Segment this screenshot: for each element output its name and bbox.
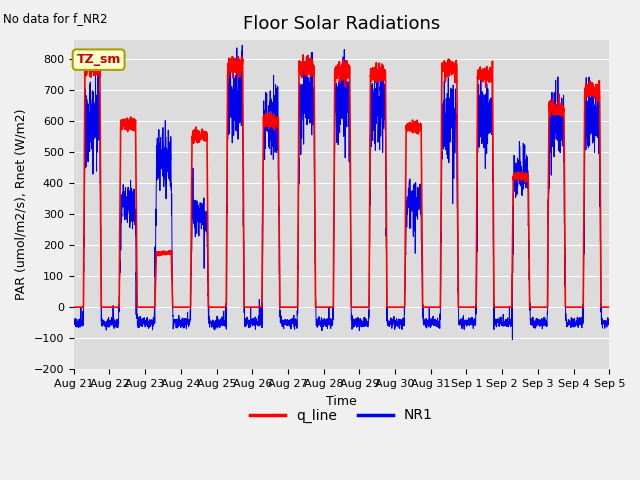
q_line [403, 122, 411, 128]
q_line [185, 304, 193, 310]
Text: No data for f_NR2: No data for f_NR2 [3, 12, 108, 25]
Y-axis label: PAR (umol/m2/s), Rnet (W/m2): PAR (umol/m2/s), Rnet (W/m2) [15, 109, 28, 300]
q_line [394, 304, 401, 310]
NR1 [238, 42, 246, 48]
NR1 [403, 199, 411, 205]
Legend: q_line, NR1: q_line, NR1 [245, 403, 438, 428]
q_line [605, 304, 612, 310]
q_line [605, 304, 613, 310]
NR1 [509, 336, 516, 342]
Text: TZ_sm: TZ_sm [76, 53, 121, 66]
NR1 [394, 322, 401, 328]
q_line [555, 112, 563, 118]
NR1 [605, 321, 613, 326]
X-axis label: Time: Time [326, 395, 357, 408]
NR1 [185, 319, 193, 325]
NR1 [70, 315, 77, 321]
NR1 [605, 316, 613, 322]
NR1 [555, 105, 563, 110]
q_line [300, 52, 307, 58]
q_line [220, 304, 227, 310]
NR1 [220, 319, 227, 325]
Line: NR1: NR1 [74, 45, 609, 339]
q_line [70, 304, 77, 310]
Line: q_line: q_line [74, 55, 609, 307]
Title: Floor Solar Radiations: Floor Solar Radiations [243, 15, 440, 33]
